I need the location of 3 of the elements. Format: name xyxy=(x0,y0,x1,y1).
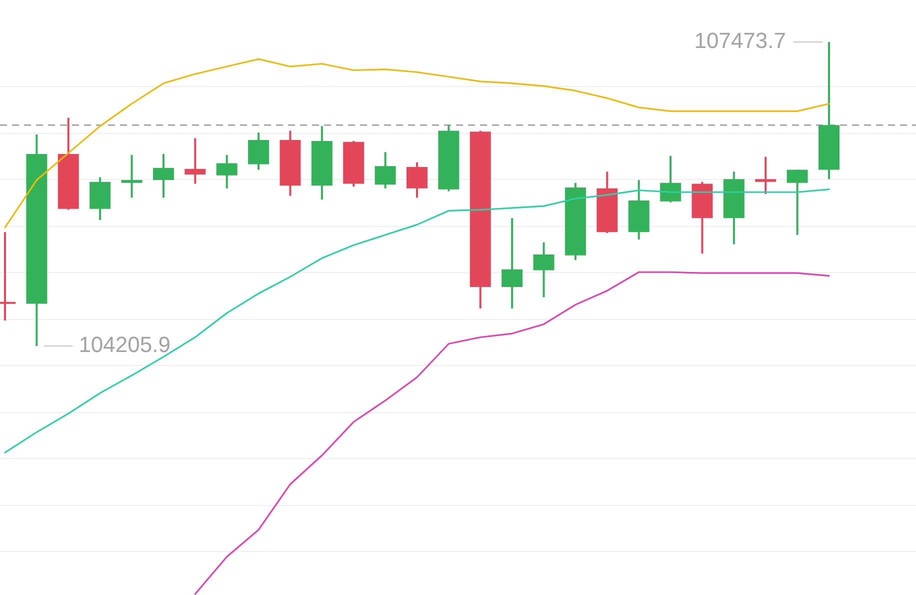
candlestick xyxy=(121,154,142,198)
annotation: 107473.7 xyxy=(694,28,786,54)
annotation: 104205.9 xyxy=(78,332,170,358)
